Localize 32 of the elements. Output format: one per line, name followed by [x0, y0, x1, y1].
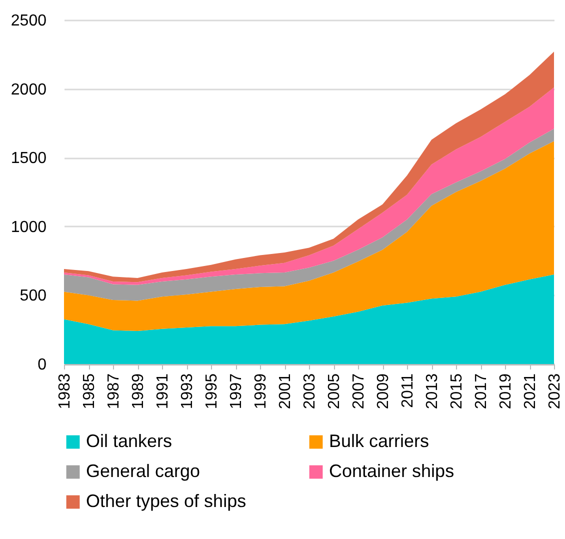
x-tick-label: 2019 [498, 373, 514, 410]
y-tick-label: 2500 [10, 12, 47, 30]
x-tick-label: 1991 [154, 373, 172, 410]
x-tick-label: 2013 [424, 373, 441, 410]
x-tick-label: 2003 [302, 373, 318, 410]
x-tick-label: 1997 [228, 373, 245, 410]
x-tick-label: 2021 [522, 373, 539, 410]
x-tick-label: 1995 [204, 373, 220, 410]
legend-label: Bulk carriers [329, 431, 430, 451]
x-tick-label: 1989 [130, 373, 147, 410]
x-tick-label: 1985 [81, 373, 98, 410]
legend-label: Container ships [329, 461, 454, 481]
x-tick-label: 2015 [448, 373, 466, 410]
y-tick-label: 0 [38, 356, 47, 374]
x-tick-label: 2023 [546, 373, 564, 410]
y-tick-label: 2000 [10, 81, 47, 98]
y-tick-label: 500 [20, 288, 47, 305]
x-tick-label: 1983 [56, 373, 74, 410]
x-tick-label: 1999 [252, 373, 270, 410]
x-tick-label: 1987 [106, 373, 122, 410]
x-tick-label: 2007 [350, 373, 368, 410]
y-tick-label: 1000 [10, 218, 47, 236]
legend-label: Other types of ships [86, 491, 246, 511]
legend-label: Oil tankers [86, 431, 172, 451]
y-tick-label: 1500 [10, 150, 47, 168]
x-tick-label: 2005 [326, 373, 343, 410]
x-tick-label: 2011 [400, 373, 416, 408]
legend-label: General cargo [86, 461, 200, 481]
x-tick-label: 1993 [179, 373, 196, 410]
x-tick-label: 2017 [473, 373, 490, 410]
x-tick-label: 2009 [375, 373, 392, 410]
x-tick-label: 2001 [277, 373, 294, 410]
